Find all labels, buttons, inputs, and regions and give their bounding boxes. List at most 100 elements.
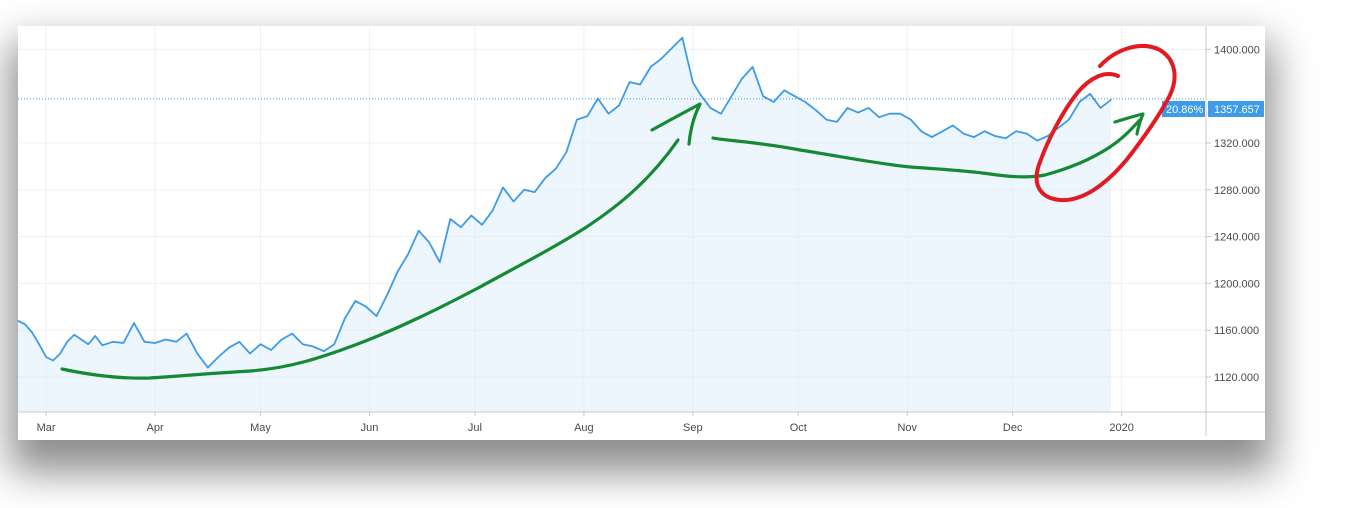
series-point (650, 66, 652, 68)
series-point (597, 97, 599, 100)
series-point (196, 352, 198, 355)
series-point (741, 78, 743, 80)
series-point (846, 107, 849, 109)
series-point (323, 350, 325, 352)
series-point (762, 95, 764, 97)
series-point (868, 107, 870, 109)
series-point (259, 343, 262, 345)
x-tick-label: Oct (790, 422, 807, 434)
series-area-fill (18, 37, 1112, 412)
series-point (249, 352, 251, 355)
series-point (217, 356, 219, 358)
series-point (709, 107, 712, 109)
series-point (618, 104, 620, 107)
series-point (681, 37, 683, 39)
series-point (730, 95, 733, 97)
x-tick-label: Jul (468, 422, 482, 434)
series-point (555, 168, 557, 170)
series-point (375, 315, 378, 317)
series-point (534, 191, 536, 193)
series-point (291, 333, 293, 335)
series-point (692, 81, 694, 83)
x-tick-label: Apr (147, 422, 164, 434)
series-point (270, 349, 272, 351)
series-point (449, 218, 451, 220)
series-point (720, 113, 722, 115)
series-point (45, 356, 47, 358)
series-point (207, 367, 209, 369)
series-point (186, 333, 188, 335)
series-point (94, 335, 96, 337)
series-point (836, 121, 838, 123)
series-point (354, 300, 356, 302)
series-point (565, 151, 567, 153)
hand-drawn-annotations (60, 44, 1177, 380)
series-point (59, 352, 61, 355)
y-axis-ticks: 1120.000 1160.000 1200.000 1240.000 1280.000… (1206, 44, 1260, 384)
series-point (1015, 130, 1017, 132)
x-tick-label: Nov (897, 422, 917, 434)
highlight-circle (1034, 44, 1177, 203)
series-point (112, 341, 114, 343)
series-point (783, 89, 785, 91)
y-tick-label: 1120.000 (1214, 372, 1259, 384)
series-point (984, 130, 986, 132)
percent-tag-box (1162, 101, 1205, 117)
series-point (439, 261, 441, 263)
series-point (941, 130, 944, 132)
x-tick-label: Mar (37, 422, 56, 434)
y-tick-label: 1240.000 (1214, 232, 1260, 244)
x-axis-ticks: Mar Apr May Jun Jul Aug Sep Oct Nov Dec 2020 (37, 412, 1134, 434)
price-tag: 1357.657 (1208, 101, 1264, 117)
series-point (502, 186, 504, 188)
y-tick-label: 1320.000 (1214, 138, 1260, 150)
series-point (773, 101, 775, 103)
series-point (386, 294, 388, 296)
series-point (17, 320, 19, 322)
y-tick-label: 1200.000 (1214, 278, 1260, 290)
series-point (639, 83, 641, 86)
series-point (1026, 133, 1028, 135)
series-point (397, 271, 399, 273)
series-point (899, 113, 901, 115)
series-point (24, 323, 26, 325)
x-tick-label: Aug (574, 422, 594, 434)
series-point (513, 200, 515, 203)
series-point (586, 115, 589, 117)
series-point (1078, 101, 1081, 103)
series-point (794, 95, 796, 97)
y-tick-label: 1400.000 (1214, 44, 1260, 56)
x-tick-label: May (250, 422, 271, 434)
series-point (481, 224, 483, 226)
series-point (1110, 99, 1112, 101)
trend-arrowhead-1 (650, 102, 702, 146)
series-point (175, 341, 177, 343)
series-point (365, 306, 367, 308)
series-point (133, 322, 135, 324)
x-tick-label: Sep (683, 422, 703, 434)
series-point (281, 338, 283, 341)
series-point (344, 317, 346, 319)
grid (18, 26, 1206, 412)
series-point (1089, 93, 1091, 95)
series-point (80, 338, 82, 341)
series-point (66, 341, 68, 343)
series-point (752, 66, 754, 68)
series-point (1036, 140, 1038, 142)
series-point (31, 331, 33, 334)
series-point (143, 341, 146, 343)
series-point (122, 342, 124, 344)
series-point (302, 343, 304, 345)
series-point (418, 230, 420, 232)
series-point (87, 343, 89, 345)
series-point (1047, 135, 1049, 137)
series-point (1100, 107, 1102, 109)
series-point (544, 177, 546, 179)
y-tick-label: 1160.000 (1214, 325, 1259, 337)
series-point (857, 112, 859, 114)
axes (18, 26, 1265, 436)
price-tag-value: 1357.657 (1214, 104, 1260, 116)
series-point (470, 214, 472, 217)
series-point (1005, 137, 1007, 139)
percent-tag: 20.86% (1162, 101, 1205, 117)
